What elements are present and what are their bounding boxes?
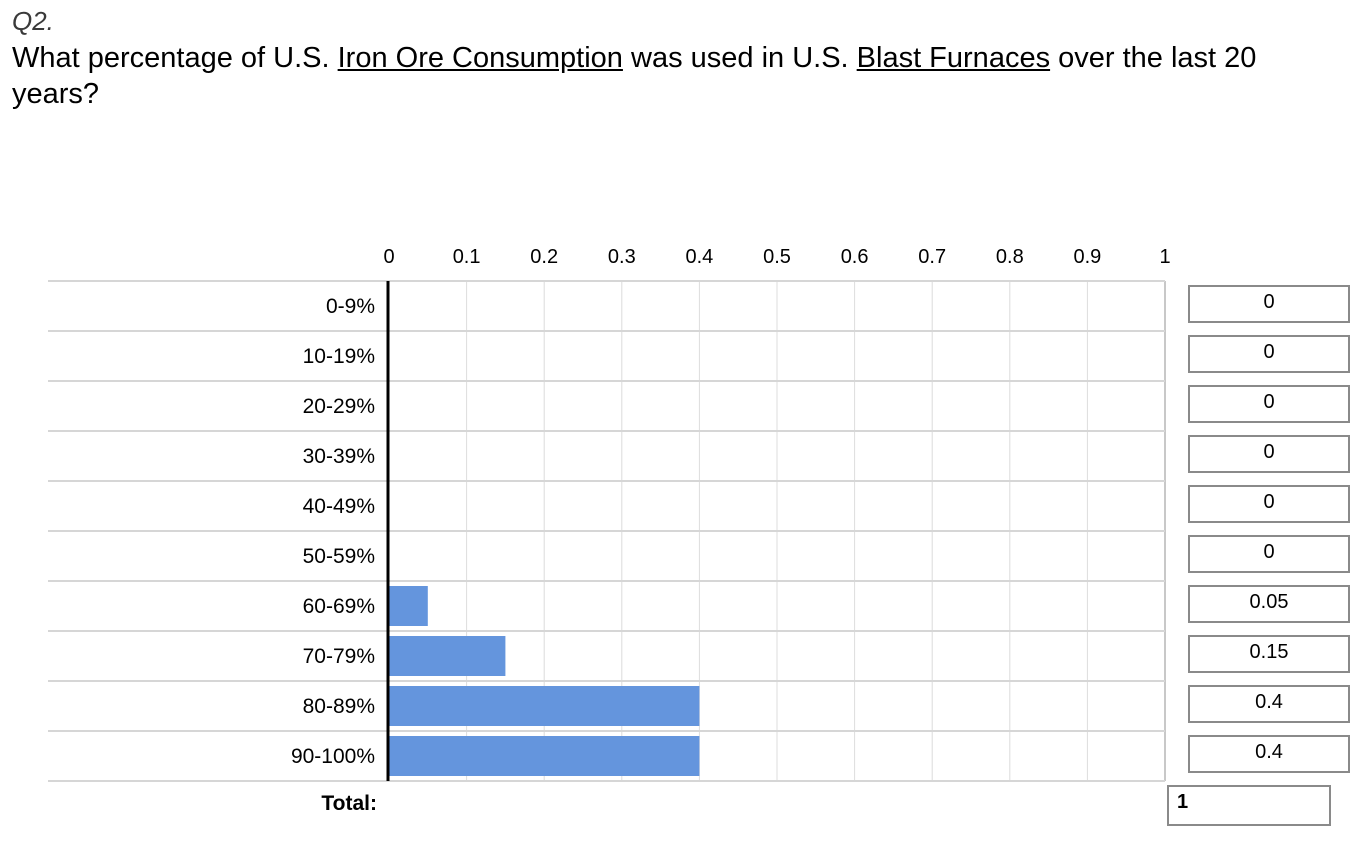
iron-ore-consumption-link[interactable]: Iron Ore Consumption — [337, 42, 623, 74]
x-tick-label: 1 — [1159, 246, 1170, 268]
category-label: 0-9% — [326, 295, 375, 318]
category-label: 70-79% — [303, 645, 375, 668]
value-box: 0 — [1188, 335, 1350, 373]
category-label: 80-89% — [303, 695, 375, 718]
question-text-start: What percentage of U.S. — [12, 42, 338, 74]
x-tick-label: 0.6 — [841, 246, 869, 268]
x-tick-label: 0.3 — [608, 246, 636, 268]
question-text: What percentage of U.S. Iron Ore Consump… — [12, 40, 1342, 112]
x-tick-label: 0.2 — [530, 246, 558, 268]
value-box: 0 — [1188, 385, 1350, 423]
x-tick-label: 0.4 — [685, 246, 713, 268]
question-text-end: over the last 20 years? — [12, 42, 1257, 110]
x-tick-label: 0.1 — [453, 246, 481, 268]
value-box: 0 — [1188, 535, 1350, 573]
category-label: 50-59% — [303, 545, 375, 568]
value-box: 0.15 — [1188, 635, 1350, 673]
bar — [389, 736, 700, 776]
value-box: 0 — [1188, 485, 1350, 523]
bar — [389, 586, 428, 626]
x-tick-label: 0 — [383, 246, 394, 268]
category-label: 10-19% — [303, 345, 375, 368]
value-box: 0 — [1188, 285, 1350, 323]
bar — [389, 686, 700, 726]
x-tick-label: 0.8 — [996, 246, 1024, 268]
question-number: Q2. — [12, 6, 54, 36]
total-label: Total: — [321, 792, 377, 815]
x-tick-label: 0.5 — [763, 246, 791, 268]
category-label: 20-29% — [303, 395, 375, 418]
value-box: 0 — [1188, 435, 1350, 473]
category-label: 30-39% — [303, 445, 375, 468]
x-tick-label: 0.7 — [918, 246, 946, 268]
value-box: 0.4 — [1188, 735, 1350, 773]
category-label: 40-49% — [303, 495, 375, 518]
x-tick-label: 0.9 — [1073, 246, 1101, 268]
value-box: 0.4 — [1188, 685, 1350, 723]
category-label: 90-100% — [291, 745, 375, 768]
bar — [389, 636, 506, 676]
question-text-middle: was used in U.S. — [622, 42, 857, 74]
value-box: 0.05 — [1188, 585, 1350, 623]
category-label: 60-69% — [303, 595, 375, 618]
blast-furnaces-link[interactable]: Blast Furnaces — [856, 42, 1051, 74]
total-value: 1 — [1167, 785, 1331, 826]
